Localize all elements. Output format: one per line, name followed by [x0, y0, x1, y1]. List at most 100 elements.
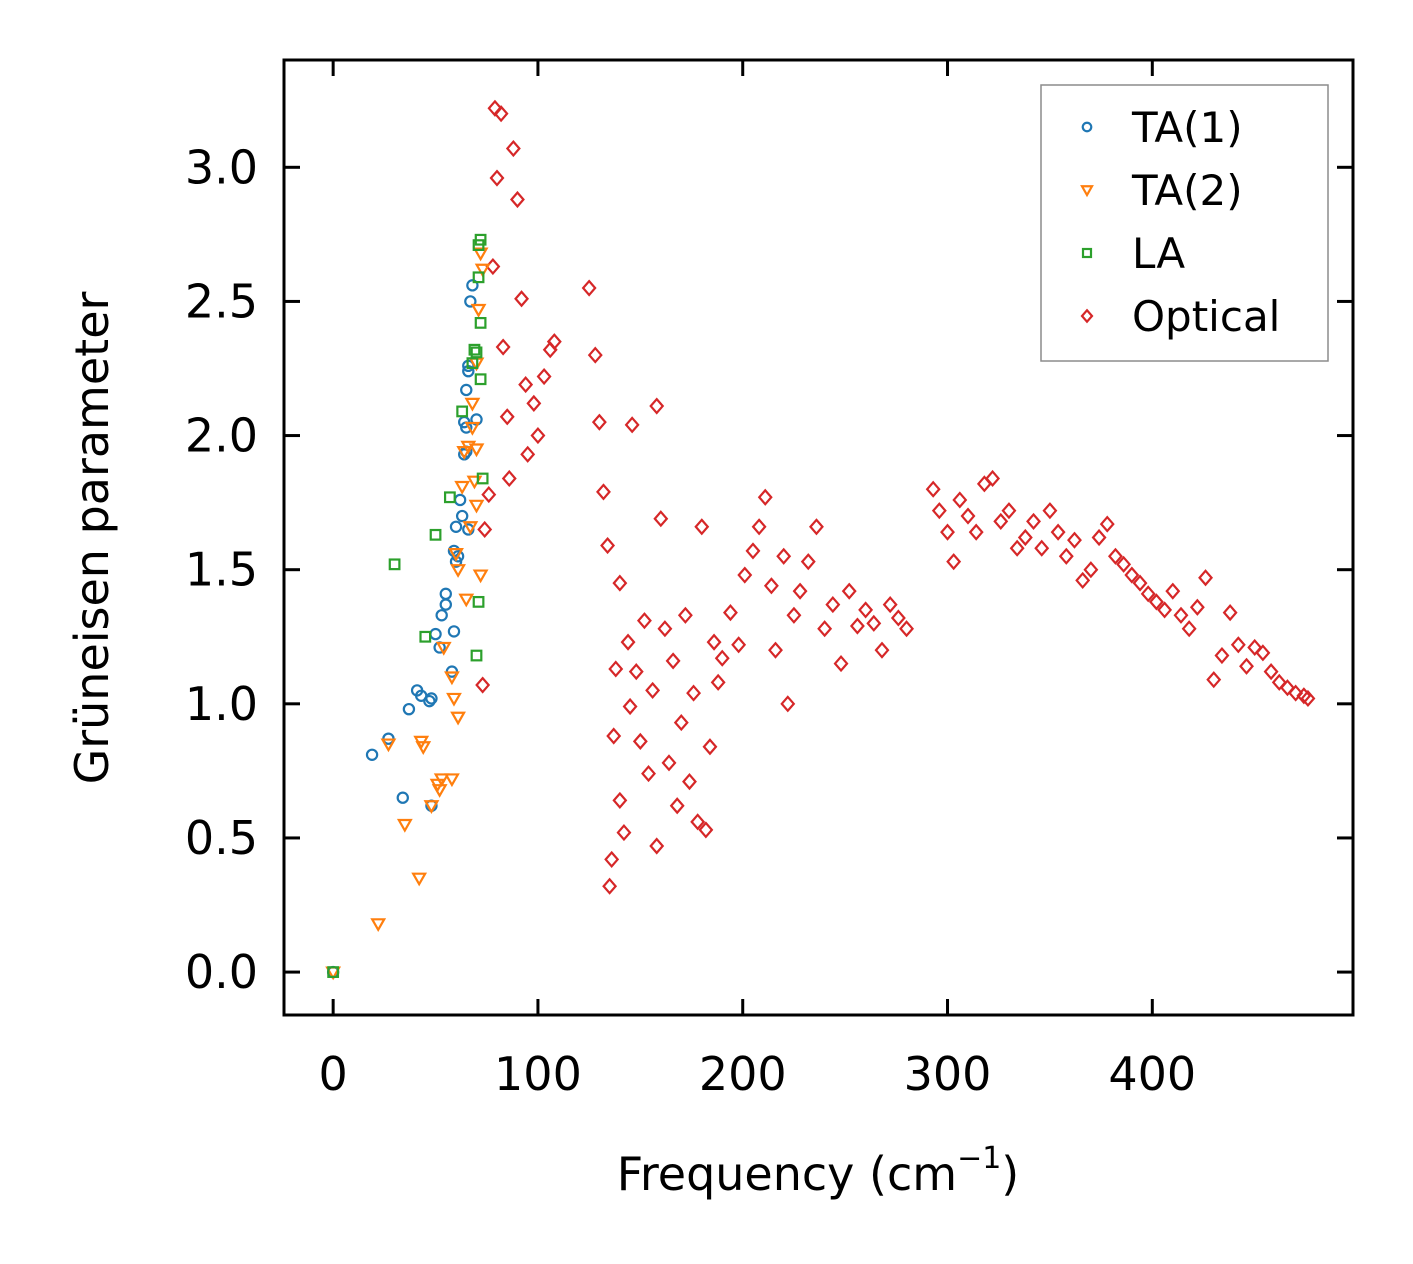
series-ta-1- [326, 279, 483, 979]
data-point [435, 609, 448, 622]
data-point [1116, 555, 1132, 573]
x-axis-label-tail: ) [1001, 1147, 1019, 1201]
data-point [1288, 684, 1304, 702]
data-point [464, 295, 477, 308]
data-point [530, 426, 546, 445]
data-point [470, 303, 487, 318]
data-point [600, 536, 616, 555]
data-point [1107, 547, 1123, 565]
data-point [495, 338, 511, 356]
data-point [450, 711, 466, 726]
data-point [960, 507, 976, 525]
legend-label: TA(1) [1131, 103, 1243, 152]
data-point [946, 553, 962, 571]
data-point [849, 617, 865, 635]
data-point [858, 601, 874, 619]
data-point [444, 671, 460, 686]
data-point [470, 346, 483, 359]
data-point [722, 604, 738, 622]
data-point [396, 791, 409, 804]
data-point [464, 397, 481, 412]
legend-label: LA [1132, 229, 1185, 278]
data-point [477, 520, 493, 539]
legend-marker [1080, 185, 1094, 198]
data-point [1017, 528, 1033, 547]
x-tick-label: 300 [904, 1047, 992, 1101]
data-point [985, 469, 1001, 488]
data-point [474, 316, 487, 329]
data-point [1255, 644, 1271, 662]
data-point [993, 512, 1009, 530]
data-point [641, 764, 656, 783]
data-point [833, 655, 849, 673]
data-point [581, 279, 597, 297]
data-point [472, 271, 485, 284]
data-point [706, 633, 722, 651]
data-point [612, 791, 628, 809]
data-point [448, 547, 464, 562]
data-point [665, 652, 681, 670]
data-point [1198, 569, 1214, 587]
data-point [645, 681, 661, 699]
data-point [425, 692, 438, 705]
data-point [472, 247, 489, 262]
data-point [1173, 606, 1189, 624]
data-point [433, 773, 450, 788]
data-point [520, 445, 536, 463]
data-point [402, 702, 416, 716]
data-point [792, 582, 808, 600]
data-point [327, 966, 340, 978]
data-point [702, 738, 718, 756]
data-point [536, 367, 552, 386]
data-point [470, 649, 483, 662]
series-la [327, 233, 489, 978]
data-point [1067, 531, 1082, 549]
data-point [435, 641, 452, 656]
data-point [649, 397, 665, 415]
data-point [800, 553, 816, 571]
data-point [1263, 663, 1279, 681]
data-point [472, 569, 489, 584]
legend-marker [1081, 247, 1093, 259]
data-point [411, 872, 428, 887]
data-point [786, 606, 802, 624]
data-point [690, 813, 706, 831]
data-point [606, 727, 622, 745]
data-point [1181, 620, 1197, 638]
data-point [890, 609, 906, 627]
data-point [464, 421, 481, 436]
data-point [460, 383, 473, 397]
legend-label: Optical [1132, 292, 1280, 341]
data-point [1230, 636, 1246, 654]
data-point [751, 518, 767, 536]
data-point [468, 443, 485, 458]
data-point [1009, 539, 1025, 557]
data-point [439, 587, 452, 601]
legend-entry: TA(2) [1080, 166, 1243, 215]
data-point [453, 493, 467, 507]
data-point [632, 732, 648, 750]
data-point [466, 279, 479, 292]
legend-label: TA(2) [1131, 166, 1243, 215]
data-point [841, 582, 857, 600]
data-point [1042, 502, 1058, 520]
y-tick-label: 0.0 [185, 945, 258, 999]
data-point [737, 566, 753, 584]
x-axis-label: Frequency (cm−1) [617, 1141, 1020, 1201]
data-point [616, 824, 632, 842]
data-point [474, 373, 487, 386]
data-point [423, 800, 440, 814]
data-point [604, 850, 620, 868]
legend-marker [1081, 121, 1093, 133]
legend-entry: TA(1) [1081, 103, 1243, 152]
plot-frame [282, 58, 1355, 1017]
legend-marker [1080, 308, 1094, 324]
y-tick-label: 3.0 [185, 140, 258, 194]
data-point [1132, 574, 1148, 592]
data-point [431, 784, 448, 798]
data-point [825, 595, 841, 614]
data-point [1206, 671, 1222, 689]
data-point [415, 741, 432, 755]
data-point [874, 641, 890, 659]
data-point [1157, 601, 1173, 619]
